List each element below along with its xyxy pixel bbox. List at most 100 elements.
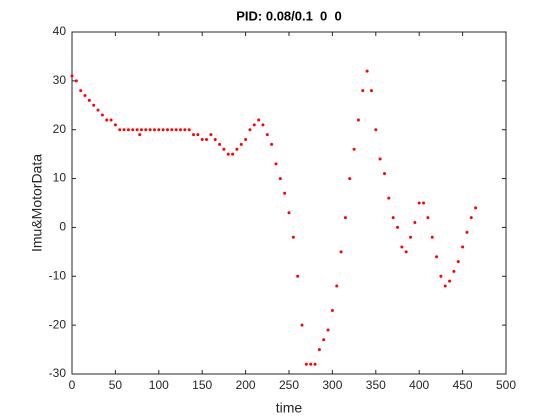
y-tick-label: 20 — [53, 122, 67, 136]
data-point — [196, 133, 200, 137]
data-point — [300, 323, 304, 327]
data-point — [322, 338, 326, 342]
data-point — [179, 128, 182, 132]
data-point — [118, 128, 122, 132]
data-point — [422, 201, 426, 205]
data-point — [426, 216, 430, 220]
data-point — [361, 89, 365, 93]
data-point — [244, 137, 248, 141]
data-point — [87, 98, 91, 102]
data-point — [170, 128, 174, 132]
data-point — [369, 89, 373, 93]
data-point — [287, 211, 291, 215]
data-point — [452, 269, 456, 273]
data-point — [387, 196, 391, 200]
data-point — [296, 274, 300, 278]
y-tick-label: 30 — [53, 73, 67, 87]
x-tick-label: 200 — [236, 378, 256, 392]
data-point — [335, 284, 339, 288]
plot-box — [71, 31, 507, 375]
data-point — [291, 235, 295, 239]
data-point — [144, 128, 148, 132]
y-tick-label: -10 — [49, 268, 67, 282]
data-point — [448, 279, 452, 283]
x-tick-label: 0 — [69, 378, 76, 392]
data-point — [443, 284, 447, 288]
x-tick-label: 150 — [192, 378, 212, 392]
data-point — [157, 128, 161, 132]
data-point — [200, 137, 204, 141]
data-point — [270, 142, 274, 146]
data-point — [304, 362, 308, 366]
data-point — [148, 128, 152, 132]
data-point — [417, 201, 421, 205]
data-point — [274, 162, 278, 166]
data-point — [404, 250, 408, 254]
data-point — [92, 103, 96, 107]
y-tick-label: -30 — [49, 366, 67, 380]
data-point — [461, 245, 465, 249]
data-point — [400, 245, 404, 249]
data-point — [283, 191, 287, 195]
data-point — [83, 94, 87, 98]
data-point — [265, 133, 269, 137]
data-point — [257, 118, 261, 122]
data-point — [109, 118, 113, 122]
data-point — [187, 128, 191, 132]
data-point — [74, 79, 78, 83]
data-point — [378, 157, 382, 161]
y-tick-label: 10 — [53, 171, 67, 185]
data-point — [396, 225, 399, 229]
data-point — [235, 147, 239, 151]
data-point — [205, 137, 209, 141]
x-tick-label: 500 — [496, 378, 516, 392]
data-point — [317, 348, 321, 352]
data-point — [382, 172, 386, 176]
data-point — [278, 177, 282, 181]
x-tick-label: 300 — [322, 378, 342, 392]
data-point — [79, 89, 83, 93]
data-point — [113, 123, 117, 127]
data-point — [343, 216, 347, 220]
data-point — [174, 128, 178, 132]
data-point — [374, 128, 378, 132]
data-point — [218, 142, 222, 146]
data-point — [122, 128, 126, 132]
data-point — [465, 230, 469, 234]
x-tick-label: 350 — [366, 378, 386, 392]
data-point — [165, 128, 169, 132]
data-point — [226, 152, 230, 156]
data-point — [326, 328, 330, 332]
data-point — [435, 255, 439, 259]
data-point — [430, 235, 434, 239]
data-point — [70, 74, 74, 78]
y-axis-label: Imu&MotorData — [29, 154, 45, 252]
data-point — [131, 128, 135, 132]
data-point — [339, 250, 343, 254]
chart-title: PID: 0.08/0.1 0 0 — [236, 8, 342, 23]
data-point — [313, 362, 317, 366]
x-tick-label: 250 — [279, 378, 299, 392]
x-tick-label: 50 — [109, 378, 123, 392]
data-point — [356, 118, 360, 122]
data-point — [391, 216, 395, 220]
y-tick-label: -20 — [49, 317, 67, 331]
data-point — [209, 133, 213, 137]
data-point — [105, 118, 109, 122]
y-tick-label: 0 — [59, 220, 66, 234]
data-point — [309, 362, 313, 366]
data-point — [365, 69, 369, 73]
x-tick-label: 100 — [149, 378, 169, 392]
y-tick-label: 40 — [53, 24, 67, 38]
x-tick-label: 400 — [409, 378, 429, 392]
data-point — [139, 128, 143, 132]
data-point — [439, 274, 443, 278]
x-axis-label: time — [276, 400, 303, 416]
data-point — [183, 128, 187, 132]
data-point — [222, 147, 226, 151]
data-point — [96, 108, 100, 112]
data-point — [474, 206, 478, 210]
data-point — [152, 128, 156, 132]
data-point — [138, 133, 142, 137]
